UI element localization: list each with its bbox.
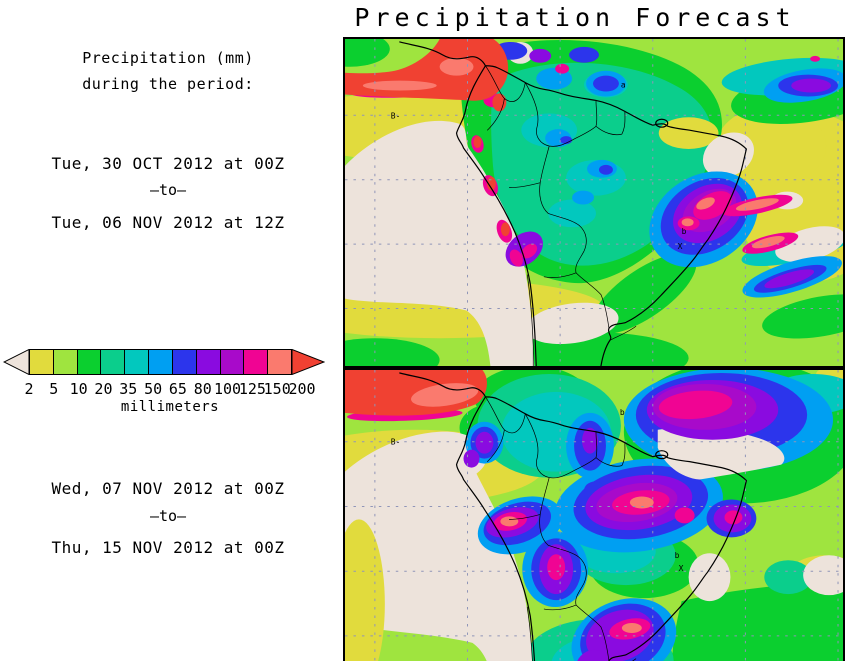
- color-scale-band-salmon: [267, 349, 292, 375]
- latitude-longitude-grid-2: [345, 370, 843, 661]
- scale-right-arrow: [291, 349, 325, 375]
- dry-layer-cream-east-2: [657, 427, 843, 602]
- rain-layer-salmon-red-1: [345, 39, 785, 249]
- svg-text:b: b: [620, 408, 625, 417]
- color-scale-band-yellow_green: [52, 349, 78, 375]
- scale-tick-200: 200: [288, 380, 316, 398]
- scale-tick-65: 65: [168, 380, 187, 398]
- scale-tick-150: 150: [263, 380, 291, 398]
- period2-start-date: Wed, 07 NOV 2012 at 00Z: [51, 479, 285, 498]
- color-scale-band-yellow: [29, 349, 54, 375]
- svg-text:a: a: [621, 81, 626, 90]
- legend-heading-line1: Precipitation (mm): [82, 49, 254, 67]
- scale-unit-label: millimeters: [120, 399, 220, 415]
- svg-text:X: X: [678, 242, 683, 251]
- color-scale-band-green: [76, 349, 102, 375]
- forecast-map-panel-2: B-b b X: [343, 368, 845, 661]
- map-markers-2: B-bbX: [391, 408, 684, 573]
- forecast-map-2: B-bbX: [345, 370, 843, 661]
- svg-text:b: b: [675, 551, 680, 560]
- color-scale-band-blue: [171, 349, 197, 375]
- period1-start-date: Tue, 30 OCT 2012 at 00Z: [51, 154, 285, 173]
- forecast-map-1: B-a bX: [345, 39, 843, 366]
- color-scale-band-teal: [124, 349, 150, 375]
- scale-tick-80: 80: [193, 380, 212, 398]
- period2-end-date: Thu, 15 NOV 2012 at 00Z: [51, 538, 285, 557]
- latitude-longitude-grid-1: [345, 39, 843, 366]
- color-scale-bands: [29, 349, 292, 375]
- color-scale-band-light_blue: [148, 349, 173, 375]
- color-scale-band-purple: [219, 349, 245, 375]
- color-scale-band-magenta: [243, 349, 269, 375]
- color-scale-tick-labels: 2 5 10 20 35 50 65 80 100 125 150 200: [3, 380, 337, 398]
- svg-text:B-: B-: [391, 111, 401, 120]
- scale-tick-125: 125: [238, 380, 266, 398]
- scale-left-arrow: [3, 349, 29, 375]
- svg-text:B-: B-: [391, 438, 401, 447]
- scale-tick-2: 2: [24, 380, 34, 398]
- map-markers-1: B-a bX: [391, 81, 687, 251]
- period1-separator: –to–: [149, 181, 187, 199]
- color-scale-band-violet: [195, 349, 221, 375]
- rain-layer-salmon-red-2: [345, 370, 654, 633]
- svg-text:b: b: [682, 227, 687, 236]
- below-min-arrow-icon: [3, 349, 29, 375]
- period1-end-date: Tue, 06 NOV 2012 at 12Z: [51, 213, 285, 232]
- scale-tick-100: 100: [214, 380, 242, 398]
- coastline-2: [399, 372, 747, 661]
- color-scale: [3, 349, 337, 375]
- scale-tick-35: 35: [119, 380, 138, 398]
- period2-separator: –to–: [149, 507, 187, 525]
- page-title: Precipitation Forecast: [354, 3, 796, 32]
- scale-tick-20: 20: [94, 380, 113, 398]
- scale-tick-5: 5: [49, 380, 59, 398]
- legend-heading-line2: during the period:: [82, 75, 254, 93]
- above-max-arrow-icon: [291, 349, 325, 375]
- svg-text:X: X: [679, 564, 684, 573]
- color-scale-band-teal_green: [100, 349, 126, 375]
- forecast-map-panel-1: B-a b X: [343, 37, 845, 368]
- scale-tick-10: 10: [69, 380, 88, 398]
- coastline-1: [399, 41, 747, 366]
- scale-tick-50: 50: [144, 380, 163, 398]
